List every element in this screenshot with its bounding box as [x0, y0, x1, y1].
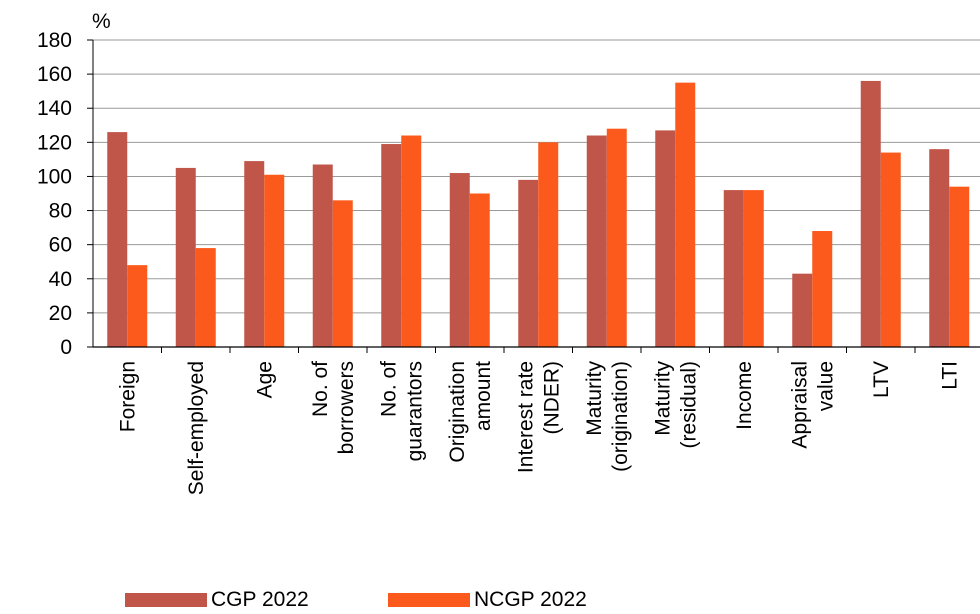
legend-label-cgp: CGP 2022 — [211, 588, 309, 611]
y-tick-label: 160 — [37, 63, 72, 86]
x-category-label: borrowers — [335, 361, 358, 454]
bar-cgp — [175, 167, 196, 347]
bar-ncgp — [332, 200, 353, 347]
bar-ncgp — [743, 190, 764, 347]
bars — [107, 80, 970, 347]
x-category-label: Income — [733, 361, 756, 430]
y-tick-label: 80 — [49, 200, 72, 223]
x-category-label: LTI — [938, 361, 961, 390]
x-category-label: Foreign — [116, 361, 139, 432]
bar-cgp — [244, 161, 265, 347]
bar-cgp — [860, 80, 881, 347]
x-category-label: No. of — [309, 361, 332, 417]
bar-ncgp — [401, 135, 422, 347]
legend-label-ncgp: NCGP 2022 — [474, 588, 587, 611]
bar-cgp — [723, 190, 744, 347]
x-category-label: No. of — [377, 361, 400, 417]
bar-cgp — [655, 130, 676, 347]
gridlines — [93, 39, 980, 314]
bar-ncgp — [538, 142, 559, 347]
bar-ncgp — [812, 231, 833, 347]
x-category-label: amount — [472, 361, 495, 431]
legend-item-ncgp: NCGP 2022 — [388, 588, 587, 612]
x-category-label: Interest rate — [514, 361, 537, 473]
y-tick-label: 60 — [49, 234, 72, 257]
y-tick-label: 140 — [37, 97, 72, 120]
bar-ncgp — [880, 152, 901, 347]
bar-cgp — [586, 135, 607, 347]
bar-ncgp — [675, 82, 696, 347]
bar-cgp — [792, 273, 813, 347]
bar-ncgp — [606, 128, 627, 347]
bar-ncgp — [949, 186, 970, 347]
axes — [92, 40, 980, 353]
y-tick-label: 100 — [37, 165, 72, 188]
y-tick-label: 40 — [49, 268, 72, 291]
bar-chart: 0 20 40 60 80 100 120 140 160 180 Foreign Self-emp… — [37, 10, 980, 496]
x-category-label: Age — [253, 361, 276, 398]
bar-ncgp — [127, 265, 148, 347]
x-axis-categories: Foreign Self-employed Age No. of borrowers No… — [116, 361, 961, 496]
y-tick-label: 20 — [49, 302, 72, 325]
bar-ncgp — [264, 174, 285, 347]
bar-ncgp — [195, 248, 216, 347]
bar-ncgp — [469, 193, 490, 347]
x-category-label: (origination) — [609, 361, 632, 472]
bar-cgp — [449, 173, 470, 347]
x-category-label: (NDER) — [540, 361, 563, 435]
bar-cgp — [518, 179, 539, 347]
x-category-label: guarantors — [403, 361, 426, 461]
x-category-label: Self-employed — [185, 361, 208, 495]
x-category-label: LTV — [870, 361, 893, 398]
x-category-label: value — [814, 361, 837, 411]
y-axis-ticks: 0 20 40 60 80 100 120 140 160 180 — [37, 29, 93, 359]
legend: CGP 2022 NCGP 2022 — [0, 588, 980, 614]
x-category-label: Origination — [446, 361, 469, 463]
x-category-label: Maturity — [583, 361, 606, 436]
x-category-label: Appraisal — [788, 361, 811, 449]
y-tick-label: 0 — [60, 336, 72, 359]
bar-cgp — [312, 164, 333, 347]
legend-swatch-cgp — [125, 593, 207, 607]
y-axis-unit-label: % — [92, 10, 111, 33]
x-category-label: Maturity — [651, 361, 674, 436]
legend-item-cgp: CGP 2022 — [125, 588, 309, 612]
bar-cgp — [381, 144, 402, 347]
y-tick-label: 180 — [37, 29, 72, 52]
x-category-label: (residual) — [677, 361, 700, 449]
legend-swatch-ncgp — [388, 593, 470, 607]
bar-cgp — [929, 149, 950, 347]
y-tick-label: 120 — [37, 131, 72, 154]
bar-cgp — [107, 132, 128, 347]
